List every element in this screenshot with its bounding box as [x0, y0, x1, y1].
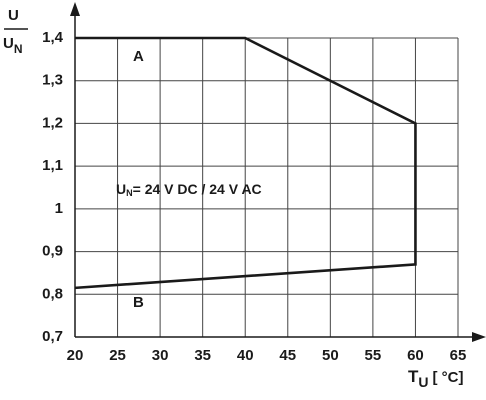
y-label-denominator: UN: [3, 35, 23, 56]
y-tick-label: 1,3: [42, 72, 63, 89]
y-tick-label: 1: [55, 200, 63, 217]
y-tick-label: 0,9: [42, 243, 63, 260]
y-label-den-sub: N: [14, 42, 23, 56]
x-tick-label: 25: [109, 347, 126, 364]
x-tick-label: 35: [194, 347, 211, 364]
x-tick-label: 65: [450, 347, 467, 364]
x-label-main: T: [408, 367, 419, 386]
data-line: [74, 36, 417, 290]
y-tick-label: 1,4: [42, 29, 64, 46]
x-tick-label: 45: [279, 347, 296, 364]
y-tick-label: 0,8: [42, 285, 63, 302]
x-tick-label: 55: [365, 347, 382, 364]
annotation: UN= 24 V DC / 24 V AC: [116, 181, 262, 199]
annotation-sub: N: [126, 188, 133, 198]
y-tick-label: 1,1: [42, 157, 63, 174]
x-label: TU [ °C]: [408, 367, 464, 389]
x-label-sub: U: [418, 374, 428, 390]
annotation-rest: = 24 V DC / 24 V AC: [133, 181, 262, 197]
y-tick-label: 1,2: [42, 114, 63, 131]
y-axis-arrow: [70, 2, 80, 16]
x-tick-label: 30: [152, 347, 169, 364]
x-tick-label: 50: [322, 347, 339, 364]
x-tick-label: 60: [407, 347, 424, 364]
x-axis-arrow: [472, 332, 486, 342]
x-tick-label: 20: [67, 347, 84, 364]
x-tick-label: 40: [237, 347, 254, 364]
y-tick-label: 0,7: [42, 328, 63, 345]
region-label: B: [133, 294, 144, 311]
y-label-numerator: U: [8, 7, 19, 24]
y-label-den: U: [3, 35, 14, 52]
annotation-main: U: [116, 181, 126, 197]
region-label: A: [133, 48, 144, 65]
x-label-unit: [ °C]: [433, 369, 464, 386]
